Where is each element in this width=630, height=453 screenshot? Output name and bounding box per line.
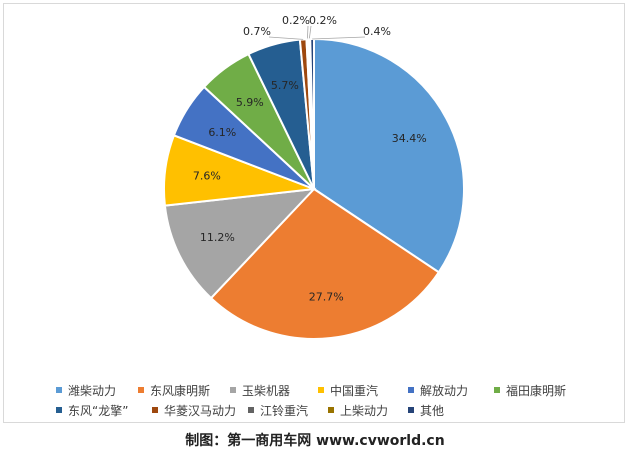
legend-item: 东风“龙擎” xyxy=(56,402,152,419)
legend-label: 福田康明斯 xyxy=(506,383,567,398)
legend-label: 潍柴动力 xyxy=(68,383,117,398)
leader-line xyxy=(268,36,304,40)
legend-swatch xyxy=(328,407,334,413)
legend-item: 江铃重汽 xyxy=(248,402,328,419)
legend-label: 其他 xyxy=(420,403,445,418)
legend-swatch xyxy=(494,387,500,393)
legend-item: 玉柴机器 xyxy=(230,382,318,399)
legend-item: 华菱汉马动力 xyxy=(152,402,248,419)
data-label: 5.7% xyxy=(271,79,299,92)
legend-label: 解放动力 xyxy=(420,383,469,398)
data-label: 0.4% xyxy=(363,25,391,38)
data-label: 0.2% xyxy=(282,14,310,27)
legend-item: 解放动力 xyxy=(408,382,494,399)
data-label: 27.7% xyxy=(309,290,344,303)
legend-swatch xyxy=(138,387,144,393)
legend-item: 福田康明斯 xyxy=(494,382,594,399)
legend-label: 玉柴机器 xyxy=(242,383,291,398)
leader-line xyxy=(307,25,309,40)
legend-row: 东风“龙擎” 华菱汉马动力 江铃重汽 上柴动力 其他 xyxy=(56,400,626,420)
pie-slice xyxy=(163,187,317,300)
data-label: 7.6% xyxy=(193,169,221,182)
legend-item: 东风康明斯 xyxy=(138,382,230,399)
legend-label: 华菱汉马动力 xyxy=(164,403,237,418)
data-label: 0.2% xyxy=(309,14,337,27)
legend-label: 东风康明斯 xyxy=(150,383,211,398)
chart-frame: 34.4% 27.7% 11.2% 7.6% 6.1% 5.9% 5.7% 0.7% 0.2% 0… xyxy=(3,3,625,423)
legend-swatch xyxy=(318,387,324,393)
legend-label: 江铃重汽 xyxy=(260,403,309,418)
legend-item: 上柴动力 xyxy=(328,402,408,419)
data-label: 11.2% xyxy=(200,231,235,244)
legend-swatch xyxy=(408,407,414,413)
legend-item: 其他 xyxy=(408,402,468,419)
legend: 潍柴动力 东风康明斯 玉柴机器 中国重汽 解放动力 福田康明斯 东风“龙擎” 华菱汉马动力 江… xyxy=(56,380,626,420)
data-label: 5.9% xyxy=(236,96,264,109)
legend-swatch xyxy=(408,387,414,393)
legend-swatch xyxy=(230,387,236,393)
legend-label: 上柴动力 xyxy=(340,403,389,418)
leader-line xyxy=(312,36,366,40)
legend-item: 中国重汽 xyxy=(318,382,408,399)
pie-chart: 34.4%27.7%11.2%7.6%6.1%5.9%5.7%0.7%0.2% 0… xyxy=(163,14,465,340)
data-label: 6.1% xyxy=(208,126,236,139)
pie-slice xyxy=(209,187,441,340)
legend-swatch xyxy=(248,407,254,413)
legend-swatch xyxy=(56,407,62,413)
legend-swatch xyxy=(152,407,158,413)
data-label: 34.4% xyxy=(392,132,427,145)
legend-item: 潍柴动力 xyxy=(56,382,138,399)
legend-swatch xyxy=(56,387,62,393)
caption: 制图：第一商用车网 www.cvworld.cn xyxy=(185,433,445,449)
legend-label: 东风“龙擎” xyxy=(68,403,129,418)
legend-label: 中国重汽 xyxy=(330,383,379,398)
data-label: 0.7% xyxy=(243,25,271,38)
leader-line xyxy=(308,25,312,40)
legend-row: 潍柴动力 东风康明斯 玉柴机器 中国重汽 解放动力 福田康明斯 xyxy=(56,380,626,400)
